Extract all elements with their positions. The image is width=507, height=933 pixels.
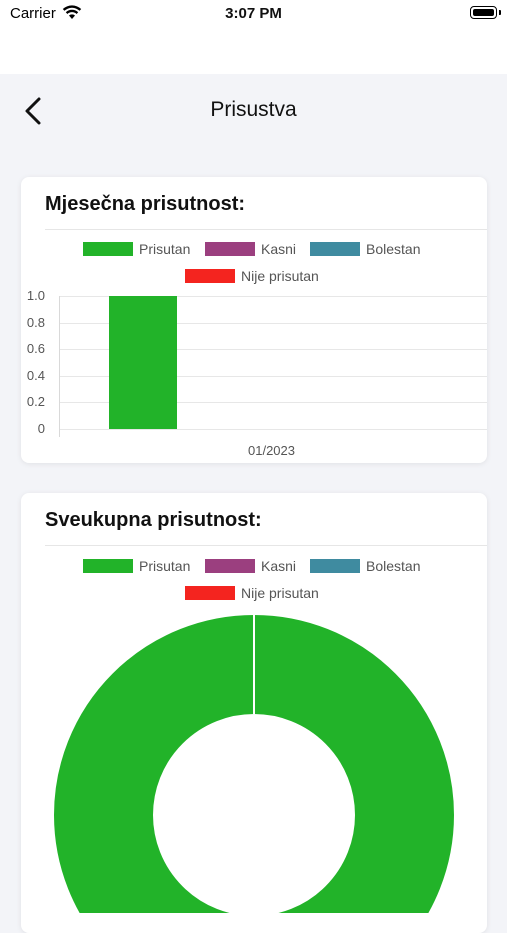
nav-bar: Prisustva — [0, 74, 507, 144]
legend-label: Nije prisutan — [241, 268, 319, 284]
legend-label: Kasni — [261, 241, 297, 257]
wifi-icon — [62, 5, 82, 25]
carrier-label: Carrier — [10, 5, 56, 22]
x-tick-label: 01/2023 — [248, 443, 295, 458]
card-divider — [45, 229, 487, 230]
total-attendance-card: Sveukupna prisutnost: Prisutan Kasni Bol… — [21, 493, 487, 933]
legend-label: Kasni — [261, 558, 297, 574]
gridline — [59, 349, 487, 351]
y-tick-label: 0.6 — [26, 341, 45, 357]
legend-label: Bolestan — [366, 558, 421, 574]
gridline — [59, 375, 487, 377]
monthly-attendance-card: Mjesečna prisutnost: Prisutan Kasni Bole… — [21, 177, 487, 463]
battery-cap — [499, 10, 501, 15]
y-tick-label: 0.2 — [26, 394, 45, 410]
gridline — [59, 429, 487, 430]
donut-chart — [54, 615, 454, 913]
legend-swatch — [310, 559, 360, 573]
legend-item-kasni[interactable]: Kasni — [205, 241, 296, 257]
y-tick-label: 1.0 — [26, 288, 45, 303]
gridline — [59, 402, 487, 404]
chevron-left-icon — [25, 97, 41, 125]
clock: 3:07 PM — [225, 5, 282, 22]
y-tick-label: 0 — [37, 421, 45, 436]
legend-swatch — [83, 242, 133, 256]
legend-swatch — [83, 559, 133, 573]
legend-item-nije-prisutan[interactable]: Nije prisutan — [185, 585, 319, 601]
legend-item-prisutan[interactable]: Prisutan — [83, 241, 190, 257]
battery-icon — [470, 6, 497, 19]
y-tick-label: 0.8 — [26, 314, 45, 330]
legend-label: Bolestan — [366, 241, 421, 257]
legend-item-prisutan[interactable]: Prisutan — [83, 558, 190, 574]
bar-prisutan[interactable] — [109, 296, 177, 429]
y-tick-label: 0.4 — [26, 367, 45, 383]
legend-label: Prisutan — [139, 558, 191, 574]
page-title: Prisustva — [210, 98, 297, 121]
monthly-card-title: Mjesečna prisutnost: — [45, 193, 246, 215]
legend-swatch — [185, 586, 235, 600]
card-divider — [45, 545, 487, 546]
gridline — [59, 322, 487, 324]
back-button[interactable] — [22, 96, 46, 126]
legend-item-bolestan[interactable]: Bolestan — [310, 558, 420, 574]
y-axis-line — [59, 296, 60, 437]
legend-item-kasni[interactable]: Kasni — [205, 558, 296, 574]
legend-swatch — [205, 559, 255, 573]
legend-item-bolestan[interactable]: Bolestan — [310, 241, 420, 257]
legend-item-nije-prisutan[interactable]: Nije prisutan — [185, 268, 319, 284]
legend-label: Nije prisutan — [241, 585, 319, 601]
legend-label: Prisutan — [139, 241, 191, 257]
gridline — [59, 296, 487, 297]
legend-swatch — [185, 269, 235, 283]
total-card-title: Sveukupna prisutnost: — [45, 509, 262, 531]
legend-swatch — [205, 242, 255, 256]
legend-swatch — [310, 242, 360, 256]
status-bar: Carrier 3:07 PM — [0, 0, 507, 74]
